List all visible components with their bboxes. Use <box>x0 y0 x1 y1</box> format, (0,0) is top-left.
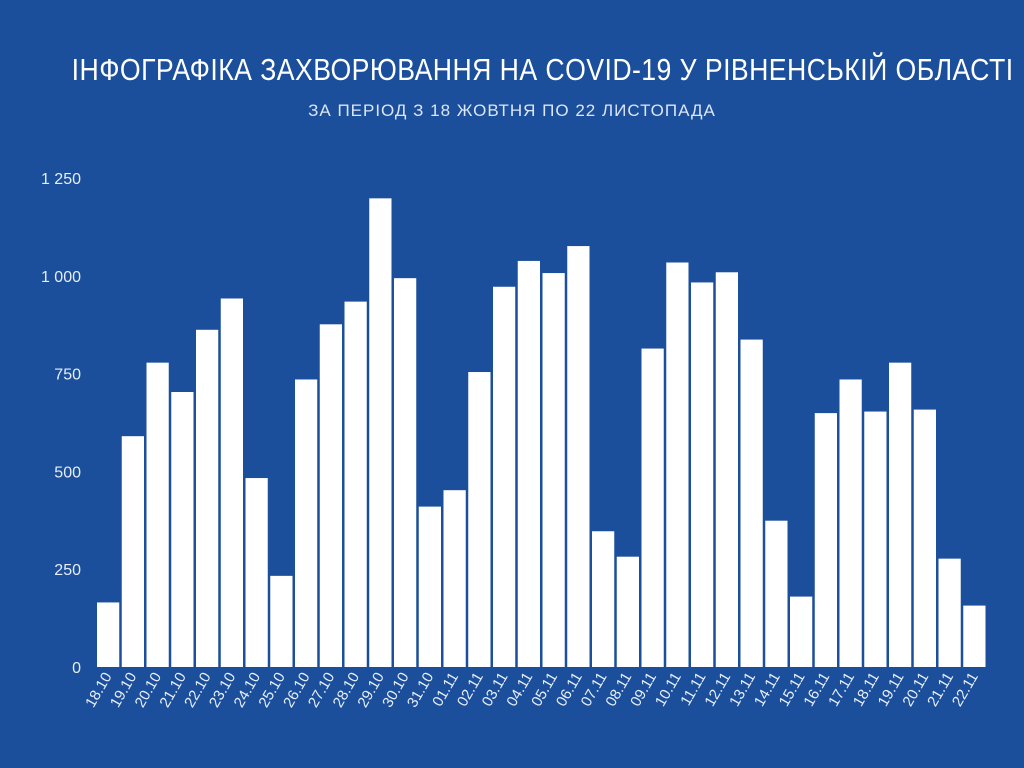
y-tick-label: 1 000 <box>41 269 81 286</box>
bar-04.11 <box>517 260 540 667</box>
bar-22.11 <box>963 605 986 667</box>
bar-05.11 <box>542 273 565 667</box>
bar-28.10 <box>344 301 367 667</box>
y-tick-label: 250 <box>54 562 81 579</box>
chart-subtitle: ЗА ПЕРІОД З 18 ЖОВТНЯ ПО 22 ЛИСТОПАДА <box>308 101 716 120</box>
y-tick-label: 0 <box>72 660 81 677</box>
bar-19.11 <box>889 362 912 667</box>
bar-09.11 <box>641 348 664 667</box>
bar-19.10 <box>121 436 144 667</box>
bar-13.11 <box>740 339 763 667</box>
bar-21.10 <box>171 391 194 667</box>
bar-15.11 <box>790 596 813 667</box>
bar-30.10 <box>394 278 417 667</box>
x-tick-label: 10.11 <box>652 670 685 710</box>
bar-17.11 <box>839 379 862 667</box>
bar-14.11 <box>765 520 788 667</box>
bar-22.10 <box>196 329 219 667</box>
bar-25.10 <box>270 575 293 667</box>
bar-20.11 <box>913 409 936 667</box>
y-tick-label: 750 <box>54 367 81 384</box>
bar-31.10 <box>418 506 441 667</box>
bar-07.11 <box>592 531 615 667</box>
bar-21.11 <box>938 558 961 667</box>
bar-18.10 <box>97 602 120 667</box>
y-tick-label: 1 250 <box>41 171 81 188</box>
x-tick-label: 22.11 <box>949 670 982 710</box>
chart-title: ІНФОГРАФІКА ЗАХВОРЮВАННЯ НА COVID-19 У Р… <box>71 52 1014 87</box>
bar-26.10 <box>295 379 318 667</box>
bar-08.11 <box>616 556 639 667</box>
bar-06.11 <box>567 246 590 667</box>
bar-11.11 <box>691 282 714 667</box>
x-tick-label: 31.10 <box>404 670 437 711</box>
bar-01.11 <box>443 490 466 667</box>
bar-27.10 <box>319 324 342 667</box>
bar-02.11 <box>468 372 491 667</box>
bar-03.11 <box>493 286 516 667</box>
bar-10.11 <box>666 262 689 667</box>
bar-16.11 <box>814 413 837 667</box>
bar-29.10 <box>369 198 392 667</box>
bar-24.10 <box>245 478 268 667</box>
bar-18.11 <box>864 411 887 667</box>
bar-23.10 <box>220 298 243 667</box>
bar-20.10 <box>146 362 169 667</box>
bar-12.11 <box>715 272 738 667</box>
y-tick-label: 500 <box>54 464 81 481</box>
